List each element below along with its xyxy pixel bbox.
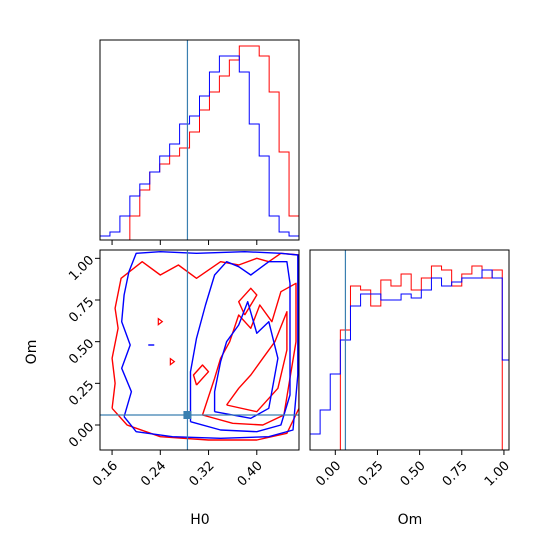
om-histogram-panel: 0.00 0.25 0.50 0.75 1.00 <box>309 249 513 490</box>
om-hist-x-tick-label: 1.00 <box>482 458 513 489</box>
joint-x-tick-label: 0.16 <box>90 458 121 489</box>
joint-contour-series-b <box>121 251 299 439</box>
om-hist-frame <box>309 249 510 451</box>
h0-hist-series-b <box>99 55 300 240</box>
joint-plot-area <box>100 250 299 450</box>
joint-contour-series-a <box>192 364 210 386</box>
joint-frame <box>99 249 300 451</box>
x-axis-label-h0: H0 <box>190 512 209 528</box>
joint-x-tick-label: 0.40 <box>235 458 266 489</box>
joint-contour-series-b <box>189 261 291 433</box>
joint-y-tick-label: 1.00 <box>66 253 97 284</box>
joint-contour-series-a <box>238 287 258 316</box>
om-hist-series-a <box>310 265 509 451</box>
om-hist-x-tick-label: 0.00 <box>313 458 344 489</box>
joint-contour-series-a <box>111 252 299 441</box>
joint-y-tick-label: 0.25 <box>66 378 97 409</box>
h0-histogram-panel <box>99 39 300 245</box>
h0-om-joint-panel: 0.16 0.24 0.32 0.40 0.00 0.25 0.50 0.75 1.00 <box>66 249 300 490</box>
joint-x-tick-label: 0.32 <box>187 458 218 489</box>
om-hist-x-tick-label: 0.25 <box>355 458 386 489</box>
x-axis-label-om: Om <box>398 512 423 528</box>
joint-y-tick-label: 0.50 <box>66 336 97 367</box>
y-axis-label-om: Om <box>24 340 40 365</box>
h0-hist-frame <box>99 39 300 241</box>
om-hist-series-b <box>309 269 510 450</box>
joint-truth-point <box>183 411 192 419</box>
joint-mark-series-a <box>169 357 176 366</box>
joint-contour-series-b <box>213 301 279 419</box>
joint-contour-series-a <box>226 311 288 413</box>
joint-y-tick-label: 0.00 <box>66 420 97 451</box>
om-hist-x-tick-label: 0.50 <box>398 458 429 489</box>
joint-x-tick-label: 0.24 <box>138 458 169 489</box>
joint-mark-series-a <box>157 317 164 326</box>
om-hist-x-tick-label: 0.75 <box>440 458 471 489</box>
joint-y-tick-label: 0.75 <box>66 295 97 326</box>
h0-hist-series-a <box>100 45 300 241</box>
